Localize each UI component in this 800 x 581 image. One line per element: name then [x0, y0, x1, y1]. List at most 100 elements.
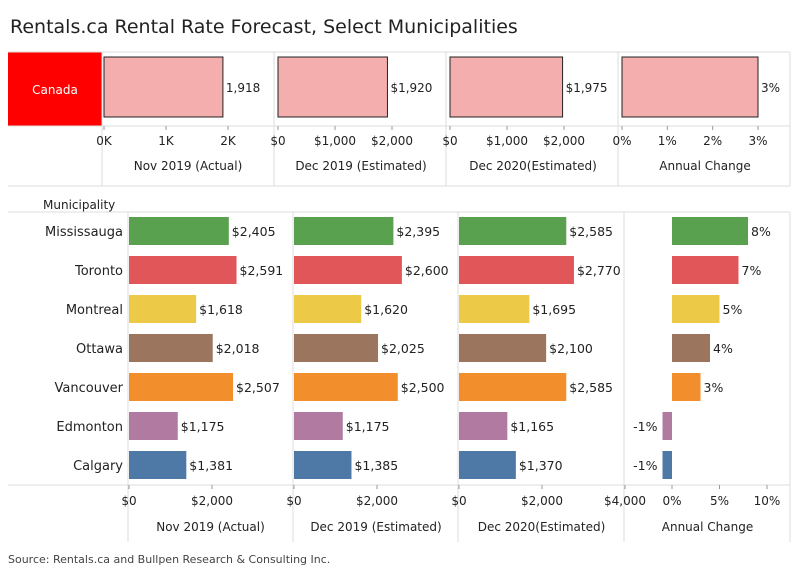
municipality-name: Ottawa — [76, 342, 123, 357]
municipality-bar — [459, 334, 547, 362]
municipality-bar — [459, 412, 508, 440]
canada-axis-tick-label: 3% — [748, 134, 767, 148]
municipality-axis-tick-label: 0% — [662, 494, 681, 508]
municipality-measure-title: Annual Change — [662, 520, 753, 534]
municipality-bar — [129, 373, 234, 401]
canada-label: Canada — [32, 83, 78, 97]
municipality-bar-value-label: 4% — [713, 341, 733, 356]
canada-bar-value-label: $1,975 — [566, 81, 608, 95]
municipality-bar — [294, 217, 394, 245]
municipality-name: Vancouver — [55, 381, 124, 396]
canada-axis-tick-label: $2,000 — [543, 134, 585, 148]
municipality-bar — [129, 412, 178, 440]
municipality-measure-title: Nov 2019 (Actual) — [156, 520, 265, 534]
municipality-bar-value-label: $1,370 — [519, 458, 563, 473]
canada-axis-tick-label: 1K — [158, 134, 175, 148]
municipality-bar-value-label: $2,585 — [569, 224, 613, 239]
canada-axis-tick-label: $1,000 — [486, 134, 528, 148]
municipality-bar-value-label: $1,385 — [354, 458, 398, 473]
municipality-bar — [662, 412, 672, 440]
municipality-bar — [459, 373, 567, 401]
canada-measure-title: Nov 2019 (Actual) — [134, 159, 243, 173]
municipality-bar-value-label: $1,175 — [346, 419, 390, 434]
municipality-bar — [129, 451, 187, 479]
municipality-bar-value-label: -1% — [633, 458, 657, 473]
canada-axis-tick-label: $1,000 — [314, 134, 356, 148]
municipality-bar — [129, 256, 237, 284]
municipality-bar — [672, 256, 739, 284]
municipality-axis-tick-label: $2,000 — [521, 494, 563, 508]
municipality-axis-tick-label: $2,000 — [356, 494, 398, 508]
municipality-bar-value-label: $2,018 — [216, 341, 260, 356]
canada-axis-tick-label: 2K — [220, 134, 237, 148]
municipality-bar — [129, 295, 197, 323]
municipality-axis-tick-label: 10% — [754, 494, 781, 508]
municipality-name: Montreal — [66, 303, 123, 318]
canada-axis-tick-label: 2% — [703, 134, 722, 148]
canada-bar — [449, 56, 564, 118]
canada-measure-title: Dec 2020(Estimated) — [469, 159, 597, 173]
municipality-bar — [672, 217, 748, 245]
municipality-bar-value-label: $2,770 — [577, 263, 621, 278]
municipality-bar — [459, 295, 530, 323]
canada-axis-tick-label: 0K — [96, 134, 113, 148]
canada-axis-tick-label: 0% — [612, 134, 631, 148]
municipality-bar — [294, 373, 398, 401]
municipality-bar — [662, 451, 672, 479]
canada-bar-value-label: 3% — [761, 81, 780, 95]
municipality-bar-value-label: $1,381 — [189, 458, 233, 473]
municipality-bar-value-label: $1,618 — [199, 302, 243, 317]
municipality-axis-tick-label: $0 — [286, 494, 301, 508]
canada-measure-title: Dec 2019 (Estimated) — [295, 159, 426, 173]
municipality-axis-tick-label: 5% — [710, 494, 729, 508]
municipality-measure-title: Dec 2020(Estimated) — [478, 520, 606, 534]
municipality-bar-value-label: $2,025 — [381, 341, 425, 356]
source-note: Source: Rentals.ca and Bullpen Research … — [8, 553, 331, 566]
municipality-bar — [672, 334, 710, 362]
canada-bar — [277, 56, 388, 118]
municipality-bar — [294, 295, 362, 323]
municipality-bar — [129, 217, 229, 245]
municipality-bar-value-label: $2,500 — [401, 380, 445, 395]
canada-bar-value-label: 1,918 — [226, 81, 260, 95]
municipality-axis-tick-label: $4,000 — [604, 494, 646, 508]
municipality-bar-value-label: 8% — [751, 224, 771, 239]
municipality-axis-tick-label: $2,000 — [191, 494, 233, 508]
canada-bar-value-label: $1,920 — [390, 81, 432, 95]
canada-axis-tick-label: $0 — [270, 134, 285, 148]
municipality-bar-value-label: $1,695 — [532, 302, 576, 317]
municipality-bar-value-label: $2,585 — [569, 380, 613, 395]
municipality-bar — [672, 295, 720, 323]
municipality-bar-value-label: -1% — [633, 419, 657, 434]
municipality-bar — [459, 451, 516, 479]
municipality-bar-value-label: $2,405 — [232, 224, 276, 239]
municipality-bar-value-label: $1,175 — [181, 419, 225, 434]
canada-measure-title: Annual Change — [659, 159, 750, 173]
municipality-bar-value-label: 3% — [704, 380, 724, 395]
municipality-bar — [672, 373, 701, 401]
municipality-bar-value-label: $2,507 — [236, 380, 280, 395]
municipality-header: Municipality — [43, 198, 115, 212]
municipality-name: Mississauga — [45, 225, 123, 240]
municipality-axis-tick-label: $0 — [451, 494, 466, 508]
municipality-name: Edmonton — [56, 420, 123, 435]
municipality-bar-value-label: $2,100 — [549, 341, 593, 356]
canada-axis-tick-label: $0 — [442, 134, 457, 148]
municipality-bar-value-label: $1,165 — [510, 419, 554, 434]
municipality-name: Calgary — [73, 459, 123, 474]
municipality-bar — [294, 334, 379, 362]
canada-bar — [103, 56, 224, 118]
canada-axis-tick-label: 1% — [658, 134, 677, 148]
municipality-measure-title: Dec 2019 (Estimated) — [310, 520, 441, 534]
municipality-bar — [294, 256, 402, 284]
municipality-axis-tick-label: $0 — [121, 494, 136, 508]
municipality-name: Toronto — [74, 264, 123, 279]
municipality-bar — [459, 256, 574, 284]
canada-label-cell — [8, 52, 102, 126]
municipality-bar-value-label: $1,620 — [364, 302, 408, 317]
canada-axis-tick-label: $2,000 — [371, 134, 413, 148]
municipality-bar-value-label: $2,395 — [396, 224, 440, 239]
municipality-bar — [129, 334, 213, 362]
chart-title: Rentals.ca Rental Rate Forecast, Select … — [10, 16, 518, 38]
